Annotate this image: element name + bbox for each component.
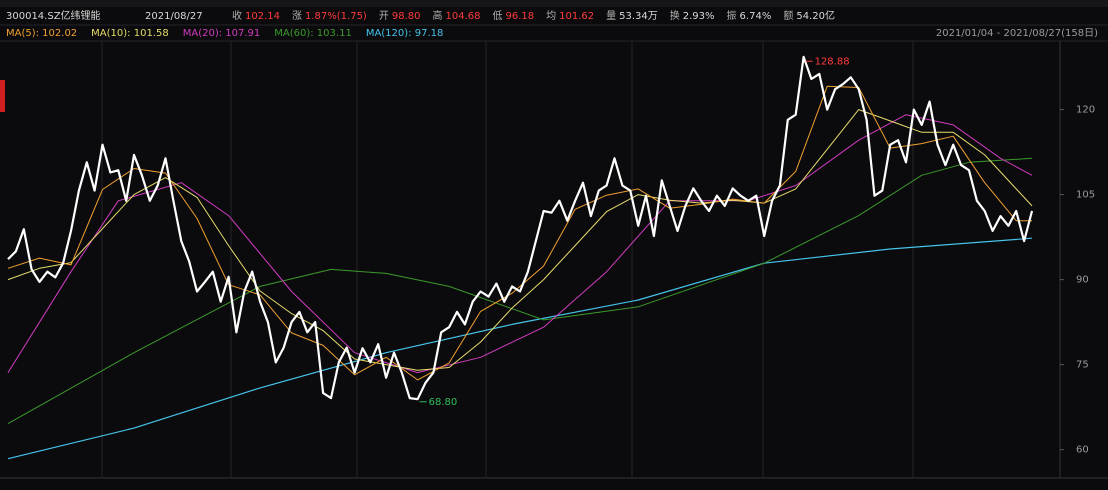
toolbar-strip — [0, 0, 1108, 7]
legend-entry: MA(10): 101.58 — [91, 28, 169, 39]
side-marker — [0, 80, 5, 112]
field-label: 低 — [492, 9, 502, 22]
legend-entry: MA(120): 97.18 — [366, 28, 444, 39]
field-value: 98.80 — [392, 11, 421, 22]
series-line — [7, 85, 1032, 381]
range-label: 2021/01/04 - 2021/08/27(158日) — [936, 28, 1098, 39]
annotation: 68.80 — [429, 397, 458, 408]
field-label: 高 — [432, 9, 442, 22]
field-value: 101.62 — [559, 11, 594, 22]
series-line — [7, 109, 1033, 371]
field-value: 2.93% — [683, 11, 715, 22]
series-line — [7, 114, 1033, 374]
field-value: 102.14 — [245, 11, 280, 22]
field-value: 54.20亿 — [796, 9, 835, 22]
field-value: 1.87%(1.75) — [305, 11, 367, 22]
field-label: 涨 — [292, 10, 302, 22]
annotation: 128.88 — [815, 56, 850, 67]
field-value: 6.74% — [740, 11, 772, 22]
field-label: 收 — [232, 9, 242, 22]
y-tick-label: 120 — [1076, 105, 1095, 116]
field-value: 104.68 — [445, 11, 480, 22]
field-label: 开 — [379, 11, 389, 22]
field-value: 96.18 — [505, 11, 534, 22]
symbol: 300014.SZ亿纬锂能 — [6, 9, 101, 22]
y-tick-label: 90 — [1076, 275, 1089, 286]
series-line — [7, 157, 1033, 425]
field-label: 量 — [606, 10, 616, 22]
legend-entry: MA(60): 103.11 — [274, 28, 352, 39]
field-label: 均 — [546, 10, 556, 22]
legend-entry: MA(20): 107.91 — [183, 28, 261, 39]
series-line — [7, 55, 1034, 401]
y-tick-label: 60 — [1076, 445, 1089, 456]
legend-entry: MA(5): 102.02 — [6, 28, 77, 39]
y-tick-label: 75 — [1076, 360, 1089, 371]
field-label: 振 — [727, 9, 737, 22]
y-tick-label: 105 — [1076, 190, 1095, 201]
series-line — [7, 237, 1033, 460]
date: 2021/08/27 — [145, 11, 203, 22]
field-label: 换 — [670, 9, 680, 22]
field-label: 额 — [783, 9, 793, 22]
field-value: 53.34万 — [619, 11, 658, 22]
